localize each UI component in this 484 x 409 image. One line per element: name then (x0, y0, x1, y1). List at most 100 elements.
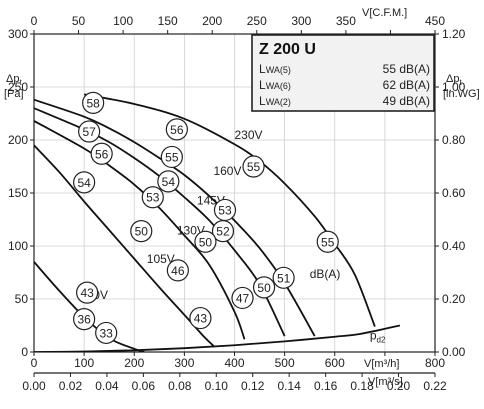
x-top-tick-label: 100 (113, 14, 133, 28)
x-bottom2-tick-label: 0.14 (278, 379, 302, 393)
noise-marker: 53 (141, 186, 164, 209)
noise-marker: 50 (194, 230, 217, 253)
noise-marker: 50 (130, 220, 153, 243)
y-right-axis-label: Δpt [in.WG] (443, 73, 480, 100)
x-bottom-tick-label: 600 (325, 356, 345, 370)
curve-label: 160V (213, 164, 241, 178)
x-bottom2-tick-label: 0.20 (387, 379, 411, 393)
chart-title: Z 200 U (259, 41, 316, 58)
svg-text:Δpt: Δpt (446, 73, 462, 87)
noise-marker: 36 (73, 308, 96, 331)
noise-marker: 54 (73, 171, 96, 194)
x-bottom-axis-label: V[m³/h] (364, 358, 399, 370)
legend-row-label: LWA(6) (259, 78, 291, 92)
curve-label: 105V (147, 252, 175, 266)
y-left-tick-label: 100 (8, 239, 28, 253)
noise-marker: 56 (165, 118, 188, 141)
curve-label: dB(A) (310, 267, 341, 281)
svg-text:50: 50 (135, 225, 149, 239)
x-bottom2-tick-label: 0.16 (314, 379, 338, 393)
svg-text:43: 43 (194, 312, 208, 326)
x-bottom2-tick-label: 0.06 (132, 379, 156, 393)
svg-text:43: 43 (80, 286, 94, 300)
svg-text:50: 50 (257, 281, 271, 295)
noise-marker: 52 (211, 220, 235, 243)
noise-marker: 43 (189, 306, 212, 330)
x-top-tick-label: 350 (336, 14, 356, 28)
x-bottom2-tick-label: 0.18 (350, 379, 374, 393)
y-right-tick-label: 0.20 (442, 292, 466, 306)
noise-marker: 58 (82, 91, 105, 115)
y-left-tick-label: 0 (21, 345, 28, 359)
y-left-tick-label: 200 (8, 133, 28, 147)
curve-230v (83, 93, 376, 327)
x-bottom-tick-label: 400 (224, 356, 244, 370)
y-left-axis-label: Δpt [Pa] (4, 73, 24, 100)
svg-text:55: 55 (321, 235, 335, 249)
curve-label: 230V (235, 128, 263, 142)
noise-marker: 56 (90, 142, 113, 165)
noise-marker: 57 (78, 120, 101, 143)
svg-text:54: 54 (162, 175, 176, 189)
svg-text:57: 57 (82, 125, 96, 139)
y-right-tick-label: 0.80 (442, 133, 466, 147)
pd2-label: pd2 (370, 328, 386, 344)
legend-box: Z 200 U LWA(5) 55 dB(A) LWA(6) 62 dB(A) LWA(… (251, 34, 435, 112)
svg-text:56: 56 (95, 147, 109, 161)
x-bottom2-tick-label: 0.22 (423, 379, 447, 393)
noise-marker: 54 (157, 170, 180, 193)
noise-marker: 46 (166, 259, 189, 282)
y-right-tick-label: 1.00 (442, 80, 466, 94)
legend-row-value: 62 dB(A) (383, 78, 430, 92)
x-bottom-tick-label: 0 (31, 356, 38, 370)
x-bottom2-tick-label: 0.02 (59, 379, 83, 393)
noise-marker: 47 (231, 286, 254, 310)
legend-row-value: 55 dB(A) (383, 62, 430, 76)
x-top-tick-label: 50 (72, 14, 86, 28)
x-bottom2-tick-label: 0.00 (22, 379, 46, 393)
noise-marker: 43 (76, 281, 99, 304)
noise-marker: 33 (95, 321, 118, 345)
x-top-tick-label: 200 (202, 14, 222, 28)
x-bottom-tick-label: 200 (124, 356, 144, 370)
x-top-tick-label: 300 (291, 14, 311, 28)
x-bottom-tick-label: 300 (174, 356, 194, 370)
noise-marker: 50 (252, 276, 276, 299)
legend-row-label: LWA(5) (259, 62, 291, 76)
y-right-tick-label: 0.60 (442, 186, 466, 200)
x-top-tick-label: 0 (31, 14, 38, 28)
x-bottom2-axis-label: V[m³/s] (368, 376, 403, 388)
noise-marker: 55 (160, 145, 183, 169)
legend-row-value: 49 dB(A) (383, 94, 430, 108)
svg-text:55: 55 (247, 160, 261, 174)
x-bottom2-tick-label: 0.08 (168, 379, 192, 393)
svg-text:46: 46 (171, 264, 185, 278)
x-top-tick-label: 450 (425, 14, 445, 28)
x-top-axis-label: V[C.F.M.] (362, 7, 407, 19)
x-bottom-tick-label: 100 (74, 356, 94, 370)
y-left-tick-label: 250 (8, 80, 28, 94)
svg-text:52: 52 (216, 225, 230, 239)
y-right-tick-label: 0.00 (442, 345, 466, 359)
y-right-tick-label: 0.40 (442, 239, 466, 253)
noise-marker: 55 (242, 155, 265, 178)
svg-text:36: 36 (77, 313, 91, 327)
curve-60v (34, 261, 145, 352)
svg-text:[Pa]: [Pa] (4, 88, 24, 100)
svg-text:55: 55 (165, 150, 179, 164)
x-top-tick-label: 150 (158, 14, 178, 28)
svg-text:33: 33 (100, 326, 114, 340)
y-left-tick-label: 300 (8, 27, 28, 41)
svg-text:[in.WG]: [in.WG] (443, 88, 480, 100)
svg-text:Δpt: Δpt (6, 73, 22, 87)
axis-ticks: 0 50 100 150 200 250 300 0.00 0.20 0.40 0.60 0.80 1.… (8, 14, 466, 393)
svg-text:53: 53 (146, 191, 160, 205)
svg-text:51: 51 (277, 271, 291, 285)
x-bottom2-tick-label: 0.10 (205, 379, 229, 393)
svg-text:56: 56 (170, 123, 184, 137)
svg-text:50: 50 (199, 235, 213, 249)
x-bottom-tick-label: 800 (425, 356, 445, 370)
x-top-tick-label: 250 (247, 14, 267, 28)
